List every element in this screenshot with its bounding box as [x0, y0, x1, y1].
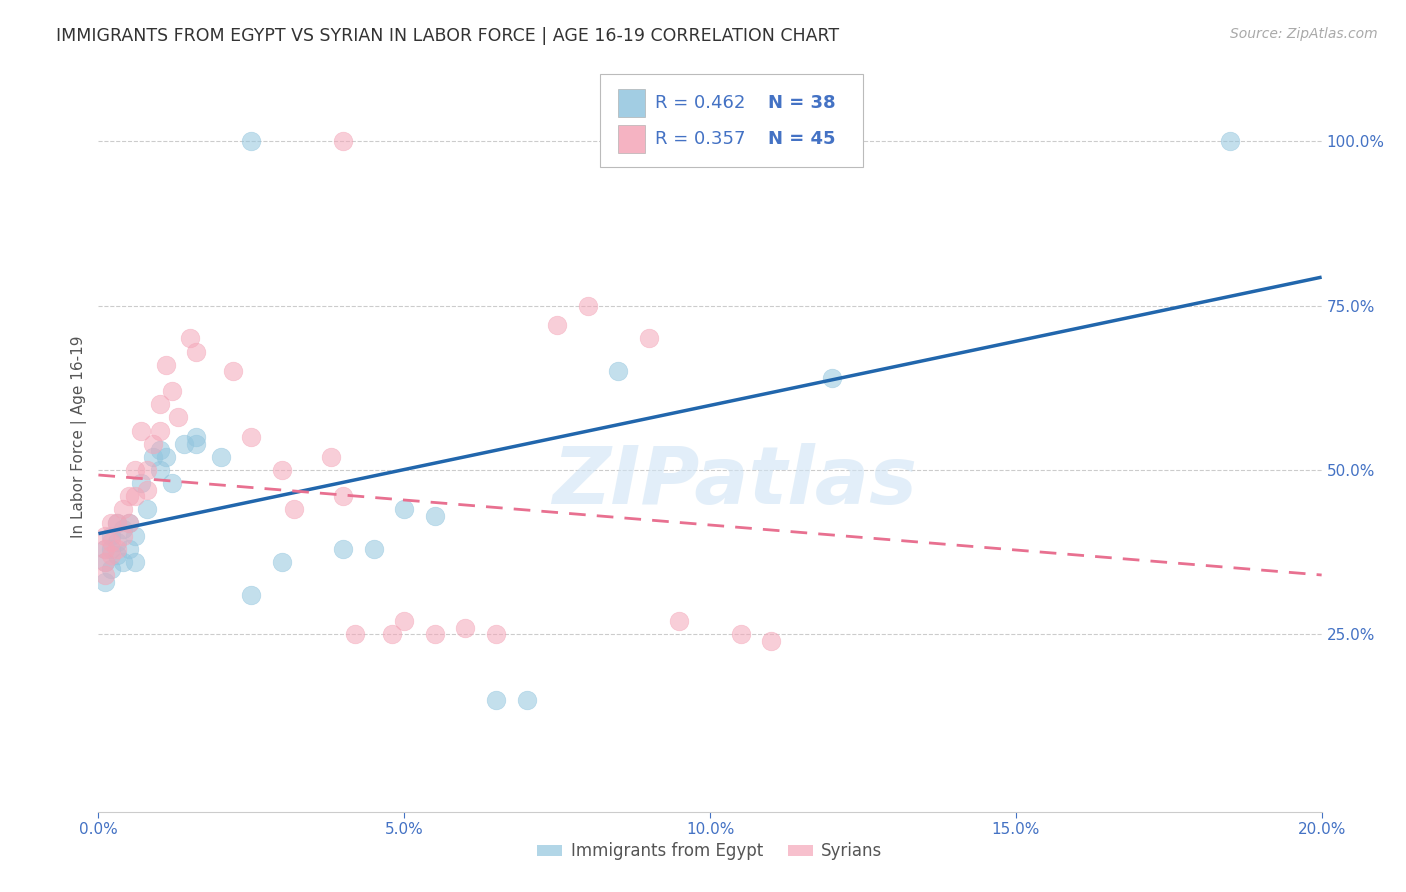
Point	[240, 134, 263, 148]
Point	[118, 516, 141, 530]
Text: R = 0.357: R = 0.357	[655, 130, 745, 148]
Point	[363, 541, 385, 556]
Point	[186, 430, 208, 444]
Point	[332, 134, 354, 148]
Point	[129, 476, 152, 491]
Point	[100, 541, 122, 556]
Point	[637, 331, 661, 345]
Text: ZIPatlas: ZIPatlas	[553, 443, 917, 521]
Point	[392, 614, 416, 628]
Point	[160, 476, 183, 491]
Point	[759, 633, 782, 648]
Point	[124, 529, 146, 543]
Point	[111, 522, 134, 536]
Point	[1219, 134, 1241, 148]
Point	[423, 627, 446, 641]
Point	[392, 502, 416, 516]
Point	[155, 450, 177, 464]
Point	[100, 549, 122, 563]
FancyBboxPatch shape	[619, 88, 645, 117]
Point	[454, 621, 477, 635]
Point	[332, 489, 354, 503]
Point	[668, 614, 690, 628]
Point	[344, 627, 367, 641]
Point	[111, 529, 134, 543]
Point	[423, 508, 446, 523]
FancyBboxPatch shape	[600, 74, 863, 168]
Point	[118, 541, 141, 556]
Point	[160, 384, 183, 398]
Text: N = 38: N = 38	[768, 94, 835, 112]
Point	[730, 627, 752, 641]
Y-axis label: In Labor Force | Age 16-19: In Labor Force | Age 16-19	[72, 335, 87, 539]
Point	[136, 483, 159, 497]
Point	[149, 443, 172, 458]
Point	[111, 502, 134, 516]
Point	[319, 450, 342, 464]
Point	[136, 502, 159, 516]
Point	[105, 535, 128, 549]
Point	[129, 424, 152, 438]
Point	[142, 450, 165, 464]
Text: R = 0.462: R = 0.462	[655, 94, 745, 112]
FancyBboxPatch shape	[619, 125, 645, 153]
Point	[485, 693, 508, 707]
Point	[283, 502, 305, 516]
Point	[576, 299, 599, 313]
Point	[516, 693, 538, 707]
Point	[821, 371, 844, 385]
Point	[93, 555, 115, 569]
Point	[124, 463, 146, 477]
Point	[485, 627, 508, 641]
Point	[179, 331, 201, 345]
Point	[149, 463, 172, 477]
Point	[186, 344, 208, 359]
Point	[93, 555, 115, 569]
Point	[93, 568, 115, 582]
Point	[149, 397, 172, 411]
Point	[105, 541, 128, 556]
Point	[93, 541, 115, 556]
Text: N = 45: N = 45	[768, 130, 835, 148]
Point	[240, 430, 263, 444]
Point	[167, 410, 190, 425]
Point	[118, 516, 141, 530]
Point	[100, 516, 122, 530]
Point	[186, 436, 208, 450]
Point	[142, 436, 165, 450]
Point	[381, 627, 404, 641]
Point	[111, 555, 134, 569]
Point	[105, 516, 128, 530]
Point	[118, 489, 141, 503]
Point	[173, 436, 195, 450]
Point	[105, 516, 128, 530]
Point	[546, 318, 568, 333]
Point	[270, 463, 292, 477]
Point	[332, 541, 354, 556]
Point	[136, 463, 159, 477]
Point	[222, 364, 245, 378]
Point	[155, 358, 177, 372]
Point	[209, 450, 232, 464]
Point	[124, 555, 146, 569]
Text: IMMIGRANTS FROM EGYPT VS SYRIAN IN LABOR FORCE | AGE 16-19 CORRELATION CHART: IMMIGRANTS FROM EGYPT VS SYRIAN IN LABOR…	[56, 27, 839, 45]
Point	[124, 489, 146, 503]
Point	[105, 549, 128, 563]
Point	[100, 535, 122, 549]
Point	[270, 555, 292, 569]
Point	[93, 529, 115, 543]
Point	[93, 541, 115, 556]
Point	[100, 561, 122, 575]
Point	[240, 588, 263, 602]
Point	[149, 424, 172, 438]
Point	[607, 364, 630, 378]
Point	[100, 529, 122, 543]
Text: Source: ZipAtlas.com: Source: ZipAtlas.com	[1230, 27, 1378, 41]
Legend: Immigrants from Egypt, Syrians: Immigrants from Egypt, Syrians	[531, 836, 889, 867]
Point	[93, 574, 115, 589]
